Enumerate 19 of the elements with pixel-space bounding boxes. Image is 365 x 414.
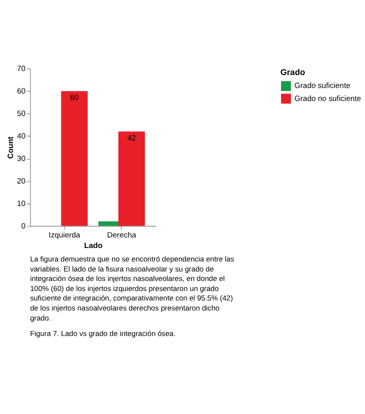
y-tick-label: 40 xyxy=(16,131,26,140)
y-axis-title: Count xyxy=(6,136,15,159)
data-label: 42 xyxy=(127,134,136,143)
x-tick-label: Derecha xyxy=(107,230,137,240)
bar xyxy=(118,132,145,226)
y-tick-label: 20 xyxy=(16,176,26,186)
legend-title: Grado xyxy=(280,66,306,77)
data-label: 60 xyxy=(70,93,79,102)
x-tick-label: Izquierda xyxy=(48,230,81,240)
y-tick-label: 10 xyxy=(16,198,26,208)
y-tick-label: 70 xyxy=(16,64,26,74)
y-tick-label: 50 xyxy=(16,108,26,118)
x-axis-title: Lado xyxy=(84,240,103,250)
legend-label: Grado suficiente xyxy=(294,81,350,90)
y-tick-label: 0 xyxy=(21,221,26,230)
y-tick-label: 60 xyxy=(16,86,26,96)
y-tick-label: 30 xyxy=(16,154,26,163)
legend-label: Grado no suficiente xyxy=(294,94,362,103)
bar xyxy=(61,91,88,226)
